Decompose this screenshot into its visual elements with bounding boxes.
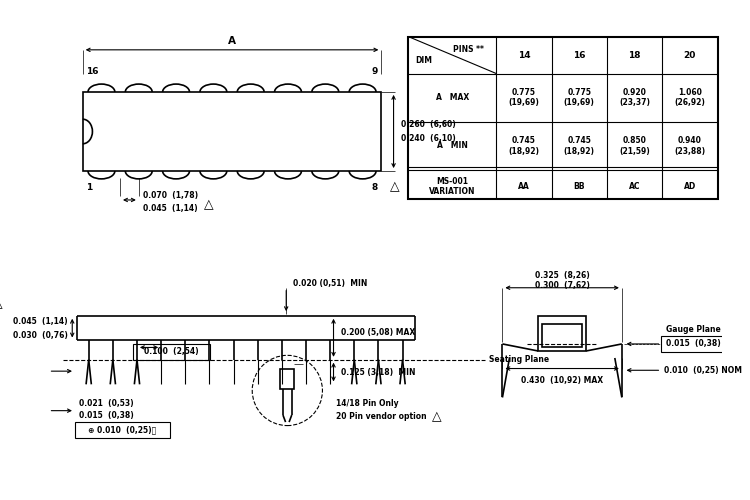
Bar (75, 422, 170, 438)
Text: 0.430  (10,92) MAX: 0.430 (10,92) MAX (521, 376, 603, 386)
Text: 16: 16 (86, 67, 99, 76)
Text: 1.060
(26,92): 1.060 (26,92) (674, 88, 705, 108)
Text: 0.850
(21,59): 0.850 (21,59) (620, 136, 650, 156)
Text: A: A (228, 36, 236, 46)
Text: △: △ (432, 410, 442, 424)
Text: 14: 14 (518, 50, 530, 59)
Text: 0.100  (2,54): 0.100 (2,54) (144, 348, 199, 356)
Bar (409, 36, 718, 199)
Text: DIM: DIM (416, 56, 433, 65)
Text: 0.015  (0,38): 0.015 (0,38) (665, 340, 720, 348)
Text: A   MAX: A MAX (436, 93, 469, 102)
Text: 0.920
(23,37): 0.920 (23,37) (619, 88, 650, 108)
Text: AA: AA (518, 182, 530, 192)
Text: △: △ (204, 198, 214, 211)
Text: 0.070  (1,78): 0.070 (1,78) (143, 191, 198, 200)
Text: 0.745
(18,92): 0.745 (18,92) (564, 136, 595, 156)
Text: 0.775
(19,69): 0.775 (19,69) (564, 88, 595, 108)
Text: 20 Pin vendor option: 20 Pin vendor option (336, 412, 426, 422)
Bar (662, 336, 724, 352)
Bar (538, 316, 586, 351)
Text: 0.015  (0,38): 0.015 (0,38) (80, 412, 134, 420)
Bar (133, 344, 210, 360)
Text: Gauge Plane: Gauge Plane (665, 326, 720, 334)
Text: AC: AC (628, 182, 640, 192)
Text: 0.200 (5,08) MAX: 0.200 (5,08) MAX (340, 328, 415, 337)
Text: 0.020 (0,51)  MIN: 0.020 (0,51) MIN (293, 279, 368, 288)
Text: 14/18 Pin Only: 14/18 Pin Only (336, 399, 398, 408)
Text: △: △ (390, 180, 399, 194)
Text: 0.260  (6,60): 0.260 (6,60) (400, 120, 455, 129)
Text: MS-001
VARIATION: MS-001 VARIATION (429, 177, 476, 197)
Text: PINS **: PINS ** (453, 46, 484, 54)
Text: 0.325  (8,26): 0.325 (8,26) (535, 271, 590, 280)
Text: 0.240  (6,10): 0.240 (6,10) (400, 134, 455, 143)
Text: 0.021  (0,53): 0.021 (0,53) (80, 399, 134, 408)
Text: 0.010  (0,25) NOM: 0.010 (0,25) NOM (664, 366, 742, 375)
Text: Seating Plane: Seating Plane (489, 355, 550, 364)
Text: A   MIN: A MIN (437, 142, 468, 150)
Text: BB: BB (574, 182, 585, 192)
Text: 1: 1 (86, 184, 92, 192)
Bar (542, 324, 582, 346)
Text: 16: 16 (573, 50, 586, 59)
Text: AD: AD (684, 182, 696, 192)
Text: △: △ (0, 297, 2, 310)
Bar (82, 92, 381, 171)
Text: 0.300  (7,62): 0.300 (7,62) (535, 282, 590, 290)
Text: 0.045  (1,14): 0.045 (1,14) (143, 204, 198, 213)
Text: 18: 18 (628, 50, 640, 59)
Text: 20: 20 (684, 50, 696, 59)
Text: 0.030  (0,76): 0.030 (0,76) (13, 330, 68, 340)
Text: 0.045  (1,14): 0.045 (1,14) (13, 316, 67, 326)
Text: ⊕ 0.010  (0,25)Ⓜ: ⊕ 0.010 (0,25)Ⓜ (88, 426, 157, 434)
Text: 0.775
(19,69): 0.775 (19,69) (509, 88, 539, 108)
Bar (280, 370, 294, 388)
Text: 8: 8 (371, 184, 378, 192)
Text: 0.745
(18,92): 0.745 (18,92) (509, 136, 539, 156)
Text: 0.940
(23,88): 0.940 (23,88) (674, 136, 706, 156)
Text: 9: 9 (371, 67, 378, 76)
Text: 0.125 (3,18)  MIN: 0.125 (3,18) MIN (340, 368, 415, 376)
